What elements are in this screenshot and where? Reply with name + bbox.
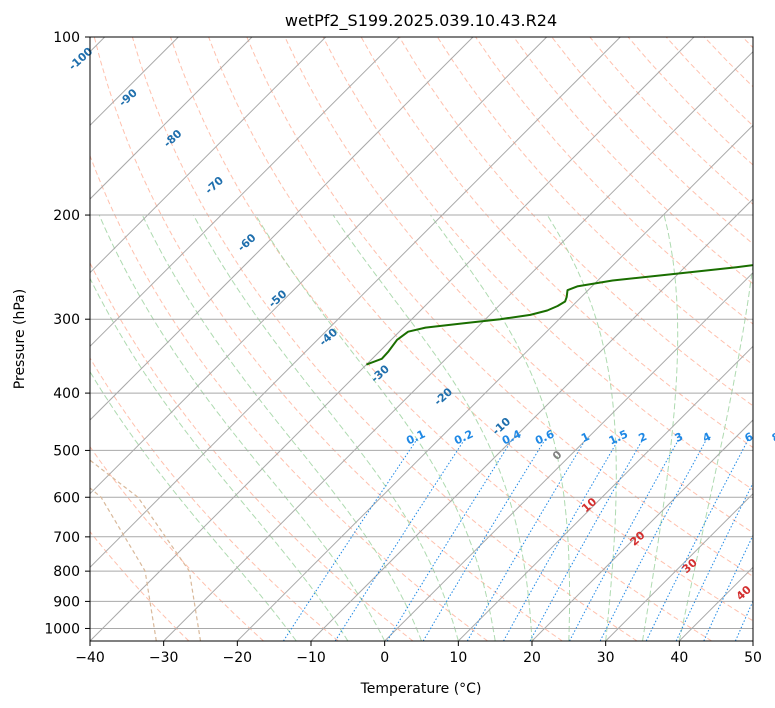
isotherm-line: [90, 37, 548, 495]
y-axis-label: Pressure (hPa): [12, 289, 28, 389]
moist-adiabat: [332, 214, 533, 641]
tropopause-curve: [90, 487, 157, 641]
mixing-ratio-line: [422, 439, 546, 641]
dry-adiabat: [90, 530, 190, 641]
isotherm-line: [90, 37, 474, 421]
x-tick-label: 40: [670, 650, 688, 666]
mixing-ratio-line: [466, 439, 586, 641]
mixing-ratio-line: [282, 439, 418, 641]
moist-adiabat: [678, 260, 753, 641]
mixing-ratio-line: [675, 482, 753, 641]
y-tick-label: 500: [53, 443, 80, 459]
mixing-ratio-label: 8: [770, 430, 775, 445]
x-tick-label: −20: [223, 650, 253, 666]
y-tick-label: 200: [53, 208, 80, 224]
moist-adiabat: [642, 214, 679, 641]
isotherm-line: [90, 37, 327, 274]
isotherm-line: [90, 37, 253, 200]
plot-frame: [89, 36, 754, 642]
mixing-ratio-line: [761, 440, 775, 641]
x-axis-ticks: −40 −30 −20 −10 0 10 20 30 40 50: [75, 641, 762, 666]
temperature-profile: [366, 264, 753, 366]
x-tick-label: −30: [149, 650, 179, 666]
dry-adiabat: [513, 37, 753, 285]
x-tick-label: 50: [744, 650, 762, 666]
x-tick-label: −40: [75, 650, 105, 666]
dry-adiabat: [208, 37, 753, 622]
x-tick-label: −10: [296, 650, 326, 666]
moist-adiabat: [90, 277, 349, 641]
isotherm-line: [605, 492, 753, 641]
x-tick-label: 10: [449, 650, 467, 666]
isotherm-line: [90, 37, 400, 348]
moist-adiabat: [141, 214, 422, 641]
y-tick-label: 800: [53, 564, 80, 580]
y-tick-label: 900: [53, 594, 80, 610]
dry-adiabat: [131, 37, 638, 641]
tropopause-curve: [90, 459, 202, 641]
plot-background: [90, 37, 753, 641]
dry-adiabat: [246, 37, 753, 577]
y-tick-label: 1000: [44, 621, 80, 637]
moist-adiabat: [192, 214, 459, 641]
mixing-ratio-line: [599, 439, 707, 641]
background-lines: [90, 37, 775, 641]
dry-adiabat: [90, 445, 264, 641]
y-tick-label: 400: [53, 386, 80, 402]
isotherm-line: [457, 345, 753, 641]
mixing-ratio-line: [334, 439, 465, 641]
dry-adiabat: [436, 37, 753, 366]
y-axis-ticks: 100 200 300 400 500 600 700 800 900 1000: [44, 30, 90, 637]
chart-title: wetPf2_S199.2025.039.10.43.R24: [285, 11, 557, 31]
x-axis-label: Temperature (°C): [360, 681, 482, 697]
x-tick-label: 20: [523, 650, 541, 666]
isotherm-line: [236, 124, 753, 641]
moist-adiabat: [90, 370, 297, 641]
x-tick-label: 0: [380, 650, 389, 666]
dry-adiabat: [322, 37, 753, 491]
dry-adiabat: [284, 37, 753, 534]
x-tick-label: 30: [597, 650, 615, 666]
isotherm-line: [384, 271, 753, 641]
isotherm-line: [310, 198, 753, 641]
moist-adiabat: [546, 214, 617, 641]
isotherm-line: [163, 50, 753, 641]
temperature-profile-line: [366, 264, 753, 366]
isotherm-line: [531, 419, 753, 641]
dry-adiabat: [90, 154, 488, 641]
isotherm-line: [90, 37, 621, 569]
dry-adiabat: [90, 357, 339, 641]
mixing-ratio-line: [386, 439, 513, 641]
isotherm-line: [752, 640, 753, 641]
y-tick-label: 100: [53, 30, 80, 46]
y-tick-label: 600: [53, 490, 80, 506]
mixing-ratio-line: [569, 439, 679, 641]
dry-adiabat: [170, 37, 712, 641]
y-tick-label: 300: [53, 312, 80, 328]
dry-adiabat: [360, 37, 753, 449]
isotherm-line: [90, 37, 695, 641]
y-tick-label: 700: [53, 530, 80, 546]
dry-adiabat: [93, 37, 563, 641]
